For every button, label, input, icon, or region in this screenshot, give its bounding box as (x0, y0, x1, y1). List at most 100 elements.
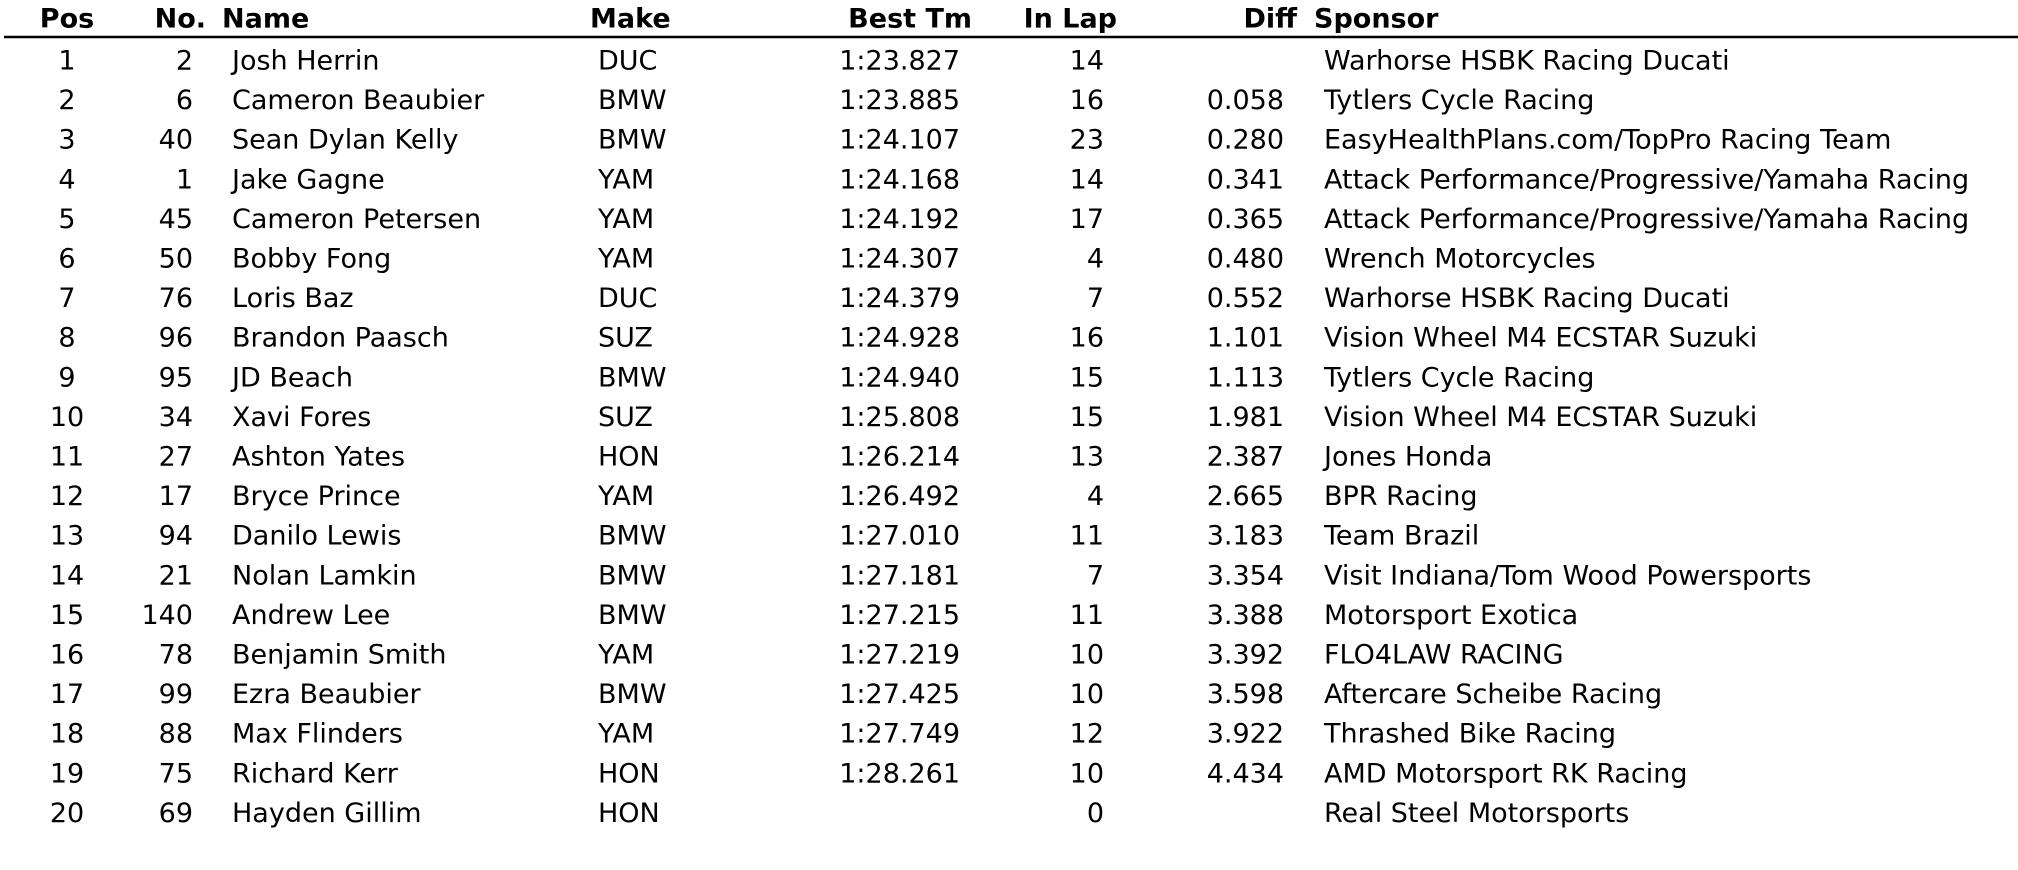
best-time-cell: 1:24.192 (839, 204, 960, 235)
best-time-cell: 1:27.219 (839, 640, 960, 671)
make-cell: YAM (597, 719, 654, 750)
diff-cell: 3.392 (1207, 640, 1284, 671)
diff-cell: 2.665 (1207, 481, 1284, 512)
make-cell: HON (598, 798, 660, 829)
in-lap-cell: 16 (1070, 323, 1104, 354)
header-best-time: Best Tm (848, 4, 972, 35)
pos-cell: 3 (58, 125, 75, 156)
pos-cell: 12 (50, 481, 84, 512)
pos-cell: 15 (50, 600, 84, 631)
number-cell: 88 (159, 719, 193, 750)
best-time-cell: 1:26.214 (839, 442, 960, 473)
best-time-cell: 1:27.749 (839, 719, 960, 750)
name-cell: Nolan Lamkin (232, 560, 417, 591)
diff-cell: 3.183 (1207, 521, 1284, 552)
pos-cell: 14 (50, 560, 84, 591)
in-lap-cell: 10 (1070, 679, 1104, 710)
in-lap-cell: 14 (1070, 164, 1104, 195)
make-cell: BMW (598, 679, 667, 710)
diff-cell: 1.981 (1207, 402, 1284, 433)
in-lap-cell: 11 (1070, 521, 1104, 552)
make-cell: YAM (597, 481, 654, 512)
in-lap-cell: 13 (1070, 442, 1104, 473)
number-cell: 76 (159, 283, 193, 314)
sponsor-cell: Thrashed Bike Racing (1323, 719, 1616, 750)
header-name: Name (222, 4, 309, 35)
number-cell: 17 (159, 481, 193, 512)
in-lap-cell: 11 (1070, 600, 1104, 631)
pos-cell: 6 (58, 244, 75, 275)
diff-cell: 1.113 (1207, 362, 1284, 393)
sponsor-cell: Jones Honda (1322, 442, 1492, 473)
number-cell: 99 (159, 679, 193, 710)
pos-cell: 20 (50, 798, 84, 829)
pos-cell: 4 (58, 164, 75, 195)
name-cell: Ashton Yates (232, 442, 405, 473)
in-lap-cell: 0 (1087, 798, 1104, 829)
name-cell: Josh Herrin (230, 46, 380, 77)
pos-cell: 8 (58, 323, 75, 354)
pos-cell: 1 (58, 46, 75, 77)
diff-cell: 4.434 (1207, 758, 1284, 789)
make-cell: HON (598, 758, 660, 789)
number-cell: 95 (159, 362, 193, 393)
diff-cell: 3.354 (1207, 560, 1284, 591)
make-cell: YAM (597, 244, 654, 275)
pos-cell: 17 (50, 679, 84, 710)
sponsor-cell: Warhorse HSBK Racing Ducati (1324, 283, 1730, 314)
name-cell: Sean Dylan Kelly (232, 125, 458, 156)
sponsor-cell: Visit Indiana/Tom Wood Powersports (1324, 560, 1811, 591)
diff-cell: 0.365 (1207, 204, 1284, 235)
sponsor-cell: Attack Performance/Progressive/Yamaha Ra… (1324, 164, 1969, 195)
diff-cell: 2.387 (1207, 442, 1284, 473)
sponsor-cell: Team Brazil (1323, 521, 1479, 552)
header-sponsor: Sponsor (1314, 4, 1439, 35)
in-lap-cell: 15 (1070, 402, 1104, 433)
make-cell: SUZ (598, 323, 653, 354)
make-cell: DUC (598, 283, 657, 314)
name-cell: Max Flinders (232, 719, 403, 750)
number-cell: 78 (159, 640, 193, 671)
number-cell: 96 (159, 323, 193, 354)
in-lap-cell: 17 (1070, 204, 1104, 235)
make-cell: BMW (598, 85, 667, 116)
diff-cell: 3.388 (1207, 600, 1284, 631)
number-cell: 94 (159, 521, 193, 552)
name-cell: Loris Baz (232, 283, 354, 314)
in-lap-cell: 15 (1070, 362, 1104, 393)
best-time-cell: 1:24.168 (839, 164, 960, 195)
pos-cell: 16 (50, 640, 84, 671)
make-cell: YAM (597, 640, 654, 671)
pos-cell: 10 (50, 402, 84, 433)
best-time-cell: 1:24.379 (839, 283, 960, 314)
make-cell: YAM (597, 164, 654, 195)
number-cell: 21 (159, 560, 193, 591)
pos-cell: 5 (58, 204, 75, 235)
best-time-cell: 1:24.940 (839, 362, 960, 393)
name-cell: Cameron Beaubier (232, 85, 485, 116)
in-lap-cell: 23 (1070, 125, 1104, 156)
best-time-cell: 1:24.928 (839, 323, 960, 354)
diff-cell: 3.598 (1207, 679, 1284, 710)
header-diff: Diff (1243, 4, 1298, 35)
sponsor-cell: EasyHealthPlans.com/TopPro Racing Team (1324, 125, 1891, 156)
number-cell: 50 (159, 244, 193, 275)
best-time-cell: 1:23.885 (839, 85, 960, 116)
in-lap-cell: 10 (1070, 640, 1104, 671)
number-cell: 45 (159, 204, 193, 235)
name-cell: Xavi Fores (232, 402, 371, 433)
in-lap-cell: 14 (1070, 46, 1104, 77)
in-lap-cell: 7 (1087, 283, 1104, 314)
best-time-cell: 1:26.492 (839, 481, 960, 512)
sponsor-cell: Warhorse HSBK Racing Ducati (1324, 46, 1730, 77)
name-cell: JD Beach (230, 362, 353, 393)
in-lap-cell: 16 (1070, 85, 1104, 116)
name-cell: Jake Gagne (230, 164, 385, 195)
pos-cell: 13 (50, 521, 84, 552)
diff-cell: 0.552 (1207, 283, 1284, 314)
number-cell: 140 (141, 600, 193, 631)
header-pos: Pos (40, 4, 94, 35)
sponsor-cell: Vision Wheel M4 ECSTAR Suzuki (1324, 402, 1757, 433)
sponsor-cell: Attack Performance/Progressive/Yamaha Ra… (1324, 204, 1969, 235)
